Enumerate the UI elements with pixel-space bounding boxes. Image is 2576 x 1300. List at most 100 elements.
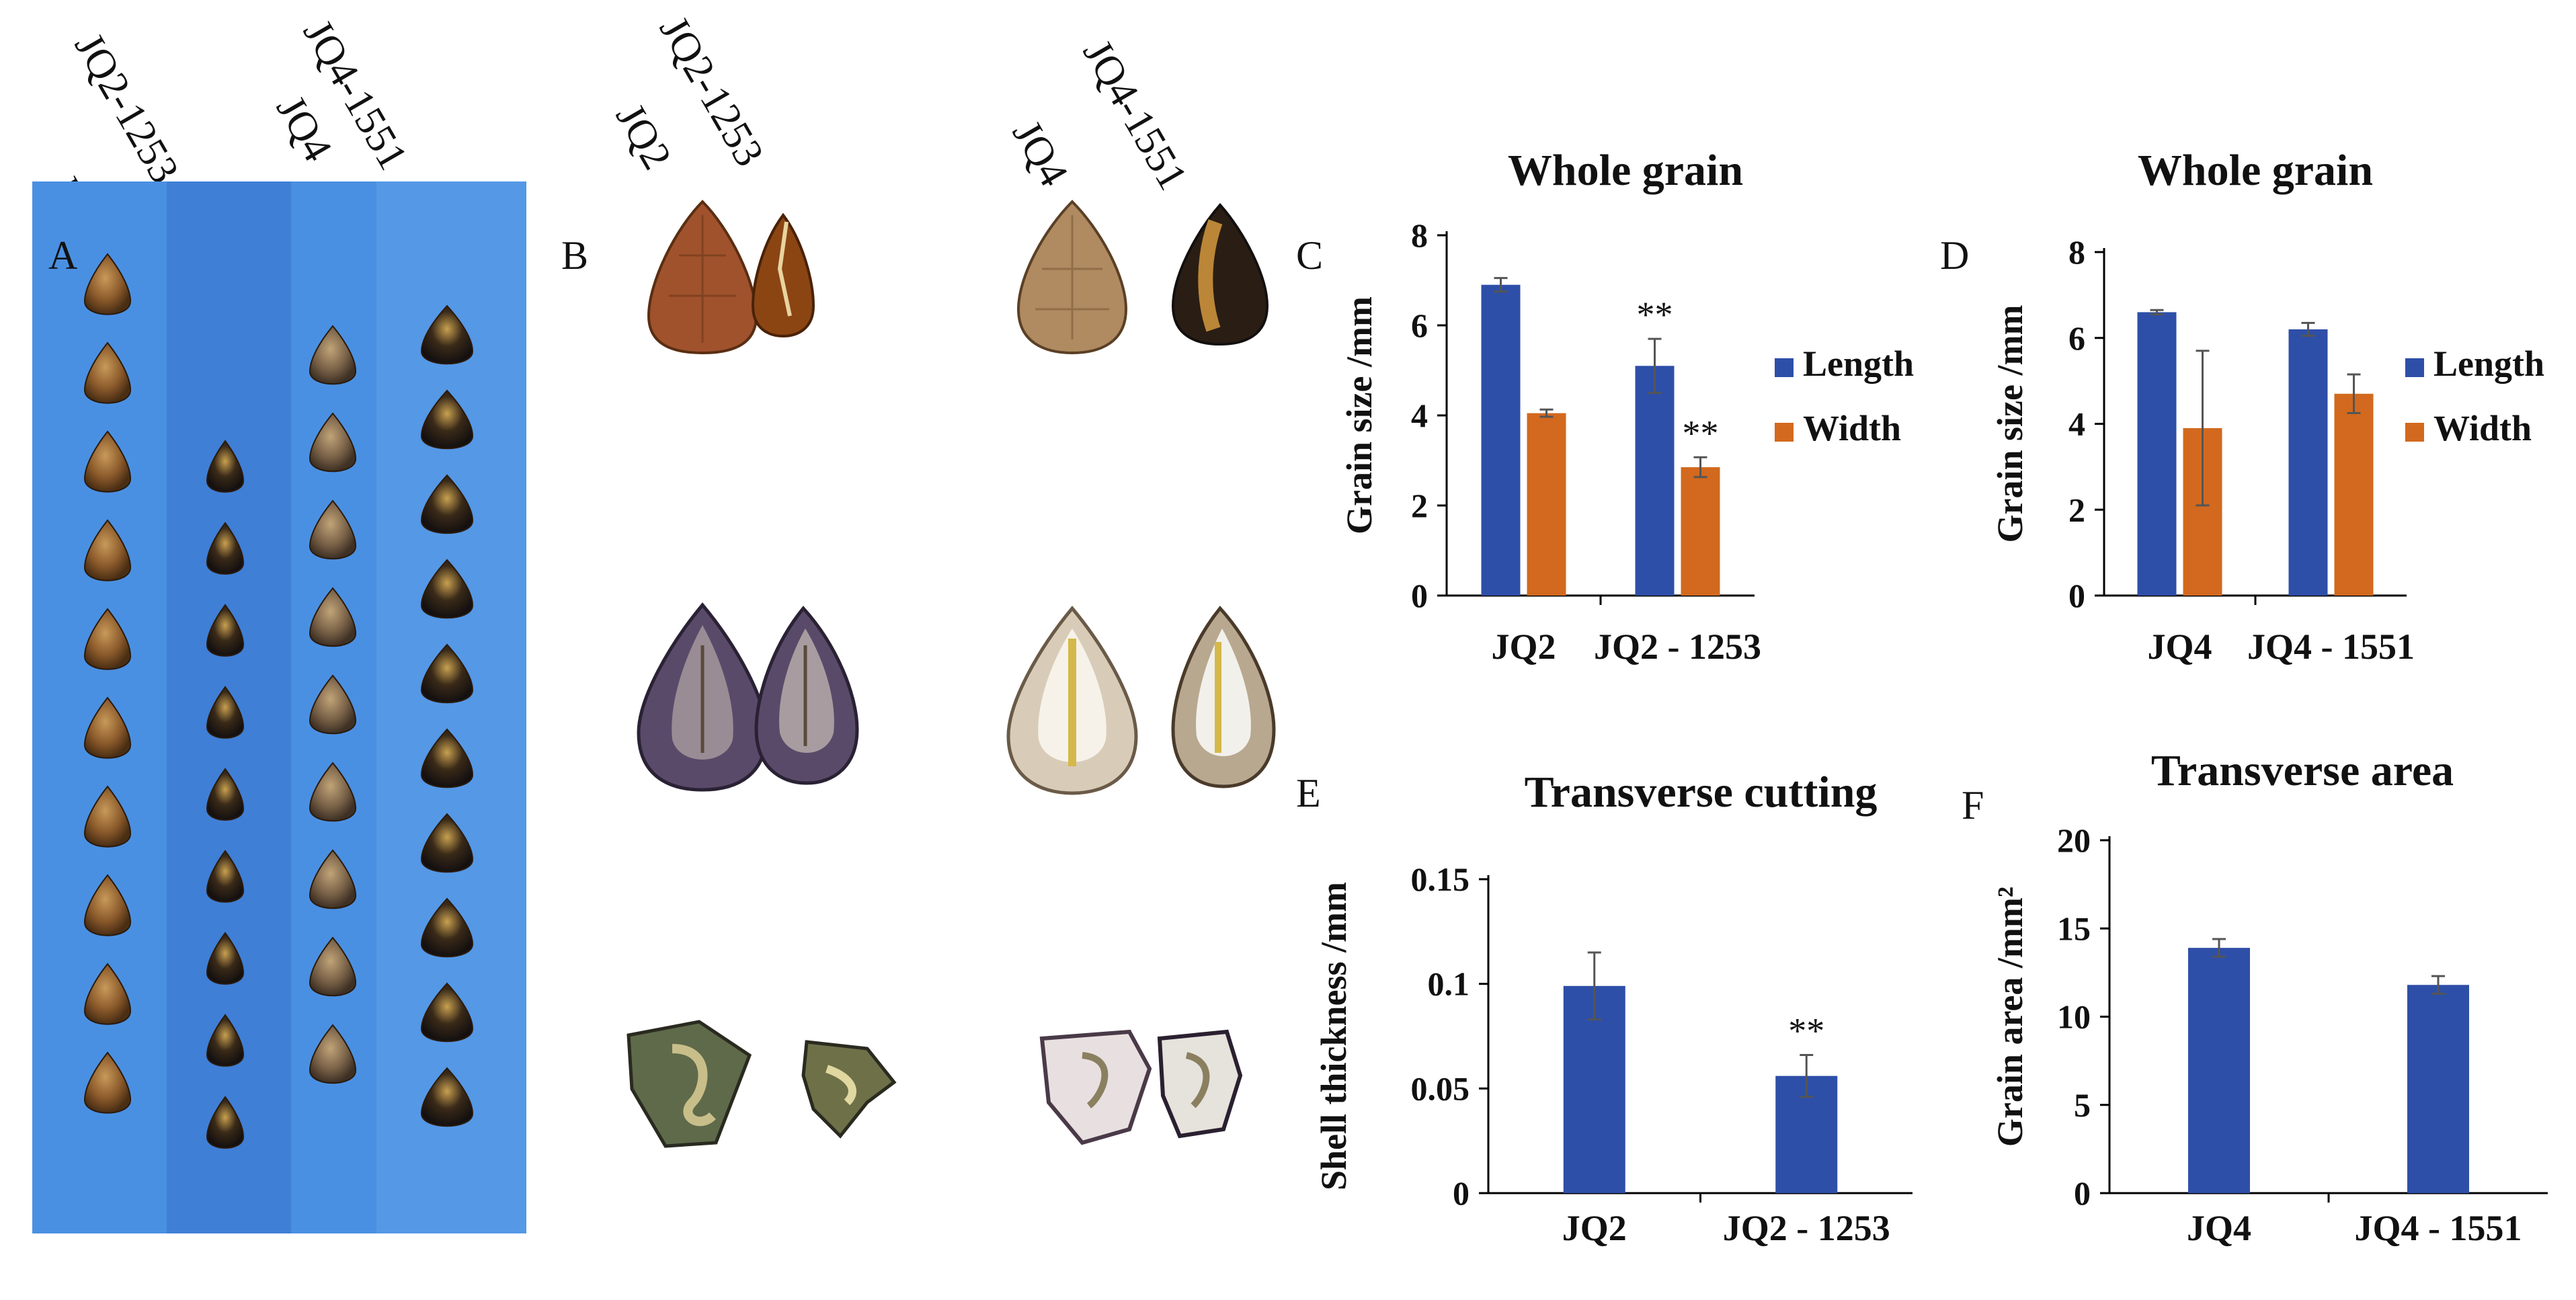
chart-title: Whole grain bbox=[2138, 146, 2373, 195]
y-tick-label: 0.1 bbox=[1428, 965, 1470, 1003]
seed-1-2 bbox=[206, 604, 245, 657]
seed-0-0 bbox=[83, 253, 132, 315]
x-category-label: JQ4 bbox=[2147, 626, 2212, 667]
significance-marker: ** bbox=[1788, 1011, 1824, 1051]
panel-b-col-jq4-1551: JQ4-1551 bbox=[1074, 32, 1196, 198]
seed-3-7 bbox=[420, 897, 474, 958]
panel-b-col-jq2: JQ2 bbox=[607, 96, 680, 177]
seed-2-6 bbox=[309, 849, 357, 909]
y-tick-label: 5 bbox=[2074, 1086, 2091, 1124]
y-tick-label: 0.05 bbox=[1411, 1069, 1470, 1107]
seed-1-6 bbox=[206, 932, 245, 985]
seed-3-0 bbox=[420, 304, 474, 365]
seed-2-0 bbox=[309, 325, 357, 385]
chart-f: F Transverse area Grain area /mm² 0 5 10 15 20 J… bbox=[1962, 746, 2548, 1248]
seed-0-7 bbox=[83, 874, 132, 936]
seed-3-4 bbox=[420, 643, 474, 704]
seed-1-8 bbox=[206, 1096, 245, 1149]
seed-0-6 bbox=[83, 785, 132, 848]
bar-area-1 bbox=[2407, 985, 2469, 1193]
panel-b-trans-cut-jq2 bbox=[627, 1020, 752, 1148]
y-tick-label: 8 bbox=[2068, 233, 2085, 271]
panel-b-long-cut-jq2-1253 bbox=[754, 606, 859, 785]
x-category-label: JQ2 - 1253 bbox=[1594, 626, 1761, 667]
seed-0-4 bbox=[83, 608, 132, 670]
seed-0-2 bbox=[83, 430, 132, 493]
seed-1-1 bbox=[206, 522, 245, 575]
bar-width-1 bbox=[2334, 393, 2374, 596]
y-tick-label: 0 bbox=[2074, 1174, 2091, 1212]
seed-2-3 bbox=[309, 587, 357, 647]
panel-b-long-cut-jq4 bbox=[1006, 606, 1138, 795]
panel-b-whole-jq2-1253 bbox=[751, 212, 815, 338]
legend-swatch bbox=[2405, 423, 2424, 442]
y-tick-label: 0 bbox=[2068, 577, 2085, 614]
y-tick-label: 2 bbox=[1411, 487, 1428, 524]
seed-3-3 bbox=[420, 559, 474, 619]
panel-b-whole-jq4-1551 bbox=[1171, 202, 1269, 346]
seed-3-1 bbox=[420, 389, 474, 450]
y-axis-label: Shell thickness /mm bbox=[1314, 882, 1354, 1190]
legend-swatch bbox=[1775, 423, 1794, 442]
chart-e: E Transverse cutting Shell thickness /mm 0 0… bbox=[1296, 768, 1913, 1248]
seed-1-4 bbox=[206, 768, 245, 821]
panel-b: B JQ2 JQ2-1253 JQ4 JQ4-1551 bbox=[561, 9, 1276, 1148]
seed-0-1 bbox=[83, 341, 132, 404]
chart-title: Transverse area bbox=[2151, 746, 2454, 795]
seed-1-5 bbox=[206, 850, 245, 903]
chart-d: D Whole grain Grain size /mm 0 2 4 6 8 JQ4 JQ4 - … bbox=[1940, 146, 2544, 667]
bar-width-1 bbox=[1681, 467, 1720, 596]
seed-3-8 bbox=[420, 982, 474, 1043]
chart-title: Whole grain bbox=[1508, 146, 1743, 195]
seed-0-5 bbox=[83, 696, 132, 759]
panel-b-whole-jq2 bbox=[647, 200, 758, 355]
panel-b-col-jq4: JQ4 bbox=[1004, 113, 1077, 194]
panel-letter: E bbox=[1296, 771, 1321, 815]
seed-1-0 bbox=[206, 440, 245, 493]
seed-2-7 bbox=[309, 936, 357, 997]
panel-b-long-cut-jq4-1551 bbox=[1171, 606, 1276, 788]
y-axis-label: Grain size /mm bbox=[1339, 296, 1379, 534]
y-axis-label: Grain area /mm² bbox=[1990, 887, 2030, 1147]
y-tick-label: 4 bbox=[1411, 397, 1428, 434]
seed-2-1 bbox=[309, 412, 357, 473]
legend-swatch bbox=[1775, 358, 1794, 377]
panel-a-letter: A bbox=[48, 233, 77, 278]
chart-c: C Whole grain Grain size /mm 0 2 4 6 8 JQ2 JQ2 - … bbox=[1296, 146, 1914, 667]
x-category-label: JQ2 - 1253 bbox=[1723, 1208, 1890, 1248]
y-tick-label: 6 bbox=[1411, 307, 1428, 344]
y-tick-label: 0 bbox=[1453, 1174, 1470, 1212]
seed-3-6 bbox=[420, 813, 474, 873]
seed-2-4 bbox=[309, 674, 357, 735]
panel-b-trans-cut-jq4 bbox=[1039, 1029, 1152, 1145]
panel-a-col-jq2-1253: JQ2-1253 bbox=[66, 26, 188, 191]
seed-2-8 bbox=[309, 1024, 357, 1084]
x-category-label: JQ2 bbox=[1491, 626, 1556, 667]
significance-marker: ** bbox=[1637, 294, 1673, 335]
y-axis-label: Grain size /mm bbox=[1990, 305, 2030, 543]
seed-3-2 bbox=[420, 474, 474, 534]
bar-length-1 bbox=[2288, 329, 2328, 596]
panel-b-long-cut-jq2 bbox=[637, 602, 768, 792]
panel-b-trans-cut-jq4-1551 bbox=[1157, 1029, 1243, 1139]
y-tick-label: 10 bbox=[2057, 998, 2091, 1036]
panel-letter: C bbox=[1296, 233, 1323, 278]
panel-letter: D bbox=[1940, 233, 1969, 278]
y-tick-label: 8 bbox=[1411, 216, 1428, 254]
legend-label: Length bbox=[2433, 343, 2544, 384]
seed-2-2 bbox=[309, 499, 357, 560]
x-category-label: JQ4 bbox=[2187, 1208, 2251, 1248]
panel-b-trans-cut-jq2-1253 bbox=[801, 1040, 897, 1139]
panel-a-seed-rows bbox=[83, 253, 474, 1149]
seed-2-5 bbox=[309, 762, 357, 822]
bar-length-0 bbox=[1481, 284, 1521, 596]
seed-3-9 bbox=[420, 1067, 474, 1127]
significance-marker: ** bbox=[1683, 413, 1719, 453]
y-tick-label: 4 bbox=[2068, 405, 2085, 443]
seed-0-9 bbox=[83, 1051, 132, 1114]
legend-label: Width bbox=[1803, 408, 1901, 448]
x-category-label: JQ4 - 1551 bbox=[2247, 626, 2415, 667]
panel-b-letter: B bbox=[561, 233, 588, 278]
legend-label: Length bbox=[1803, 343, 1914, 384]
y-tick-label: 2 bbox=[2068, 491, 2085, 528]
